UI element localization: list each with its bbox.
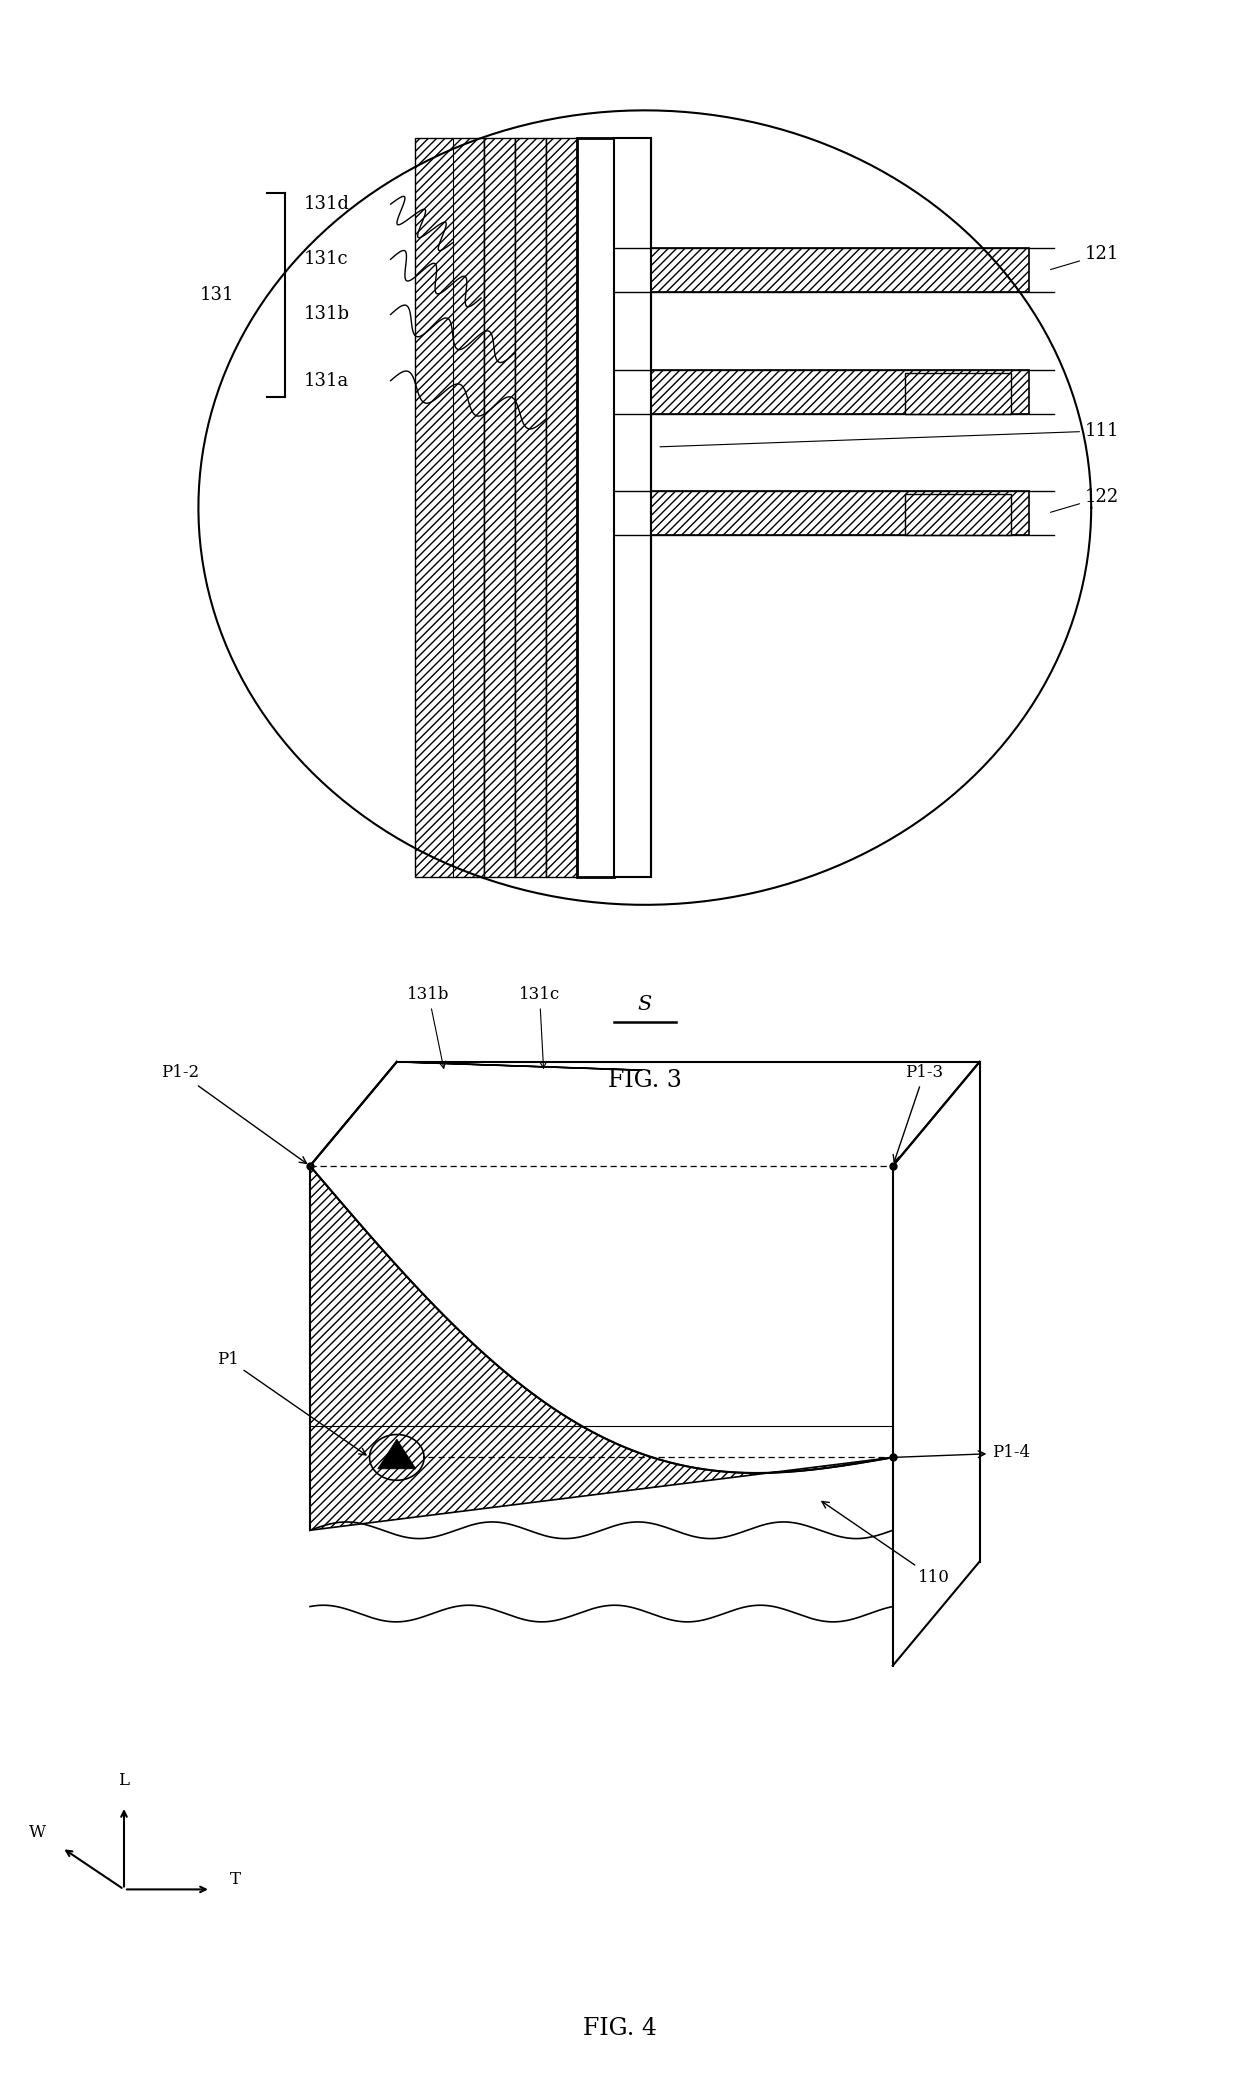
Polygon shape [651,371,1029,414]
Text: P1: P1 [217,1351,366,1455]
Text: 131: 131 [200,285,234,304]
Text: L: L [119,1772,129,1788]
Text: 131b: 131b [304,306,350,323]
Polygon shape [651,491,1029,535]
Text: W: W [29,1824,46,1840]
Polygon shape [515,137,546,877]
Text: 121: 121 [1050,246,1120,269]
Text: 131a: 131a [304,373,348,389]
Text: 131c: 131c [304,250,348,269]
Polygon shape [905,373,1011,414]
Text: S: S [637,995,652,1014]
Polygon shape [310,1166,893,1530]
Polygon shape [905,493,1011,535]
Polygon shape [614,137,651,877]
Text: FIG. 4: FIG. 4 [583,2017,657,2040]
Text: P1-3: P1-3 [893,1064,944,1162]
Text: 110: 110 [822,1501,950,1586]
Polygon shape [546,137,577,877]
Text: 131d: 131d [304,196,350,212]
Polygon shape [378,1439,415,1470]
Polygon shape [484,137,515,877]
Text: P1-2: P1-2 [161,1064,306,1164]
Text: 131b: 131b [407,987,450,1068]
Text: T: T [231,1872,241,1888]
Polygon shape [577,137,614,877]
Text: 111: 111 [660,423,1120,448]
Text: 131c: 131c [518,987,560,1068]
Text: P1-4: P1-4 [895,1445,1030,1462]
Polygon shape [310,1062,641,1166]
Polygon shape [415,137,484,877]
Text: FIG. 3: FIG. 3 [608,1070,682,1093]
Polygon shape [651,248,1029,291]
Text: 122: 122 [1050,487,1120,512]
